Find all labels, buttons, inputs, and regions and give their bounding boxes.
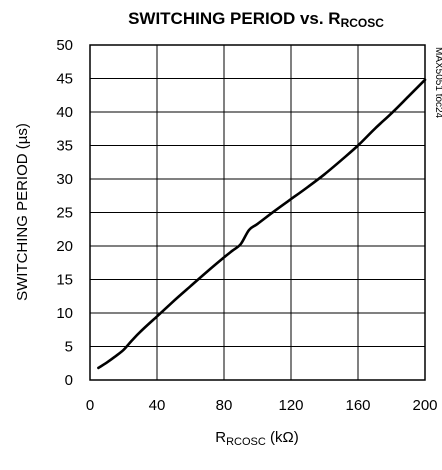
y-tick-label: 30 (56, 171, 73, 188)
x-tick-label: 40 (149, 397, 166, 414)
x-axis-label: RRCOSC (kΩ) (215, 429, 298, 448)
grid-lines (90, 45, 425, 380)
x-axis-label-unit: (kΩ) (266, 429, 299, 446)
x-tick-label: 0 (86, 397, 94, 414)
y-tick-label: 10 (56, 305, 73, 322)
x-tick-label: 120 (278, 397, 303, 414)
x-tick-label: 160 (345, 397, 370, 414)
series-layer (97, 78, 427, 370)
x-tick-label: 80 (216, 397, 233, 414)
y-tick-label: 20 (56, 238, 73, 255)
series-line-0 (97, 78, 427, 370)
plot-frame (89, 44, 426, 381)
y-tick-label: 40 (56, 104, 73, 121)
chart-title-main: SWITCHING PERIOD vs. R (128, 9, 341, 28)
x-tick-label: 200 (412, 397, 437, 414)
y-tick-label: 5 (65, 339, 73, 356)
y-tick-label: 35 (56, 138, 73, 155)
x-axis-label-main: R (215, 429, 226, 446)
chart-title: SWITCHING PERIOD vs. RRCOSC (128, 9, 384, 30)
x-tick-labels: 0 40 80 120 160 200 (86, 397, 438, 414)
y-tick-label: 15 (56, 272, 73, 289)
y-tick-label: 0 (65, 372, 73, 389)
y-tick-labels: 0 5 10 15 20 25 30 35 40 45 50 (56, 37, 73, 389)
y-tick-label: 45 (56, 71, 73, 88)
x-axis-label-subscript: RCOSC (226, 436, 266, 448)
y-axis-label: SWITCHING PERIOD (µs) (14, 123, 31, 301)
y-tick-label: 25 (56, 205, 73, 222)
y-tick-label: 50 (56, 37, 73, 54)
figure-code: MAX5051 toc24 (433, 47, 442, 119)
chart-title-subscript: RCOSC (341, 16, 385, 30)
